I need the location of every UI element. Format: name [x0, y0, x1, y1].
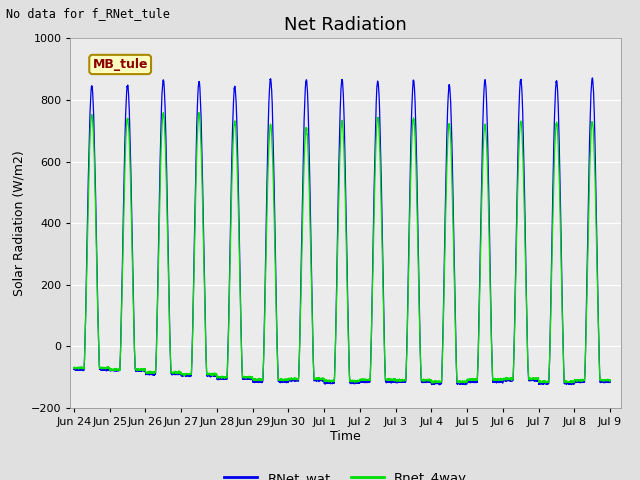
- Legend: RNet_wat, Rnet_4way: RNet_wat, Rnet_4way: [219, 467, 472, 480]
- X-axis label: Time: Time: [330, 430, 361, 443]
- Text: MB_tule: MB_tule: [92, 58, 148, 71]
- Title: Net Radiation: Net Radiation: [284, 16, 407, 34]
- Text: No data for f_RNet_tule: No data for f_RNet_tule: [6, 7, 170, 20]
- Y-axis label: Solar Radiation (W/m2): Solar Radiation (W/m2): [12, 150, 26, 296]
